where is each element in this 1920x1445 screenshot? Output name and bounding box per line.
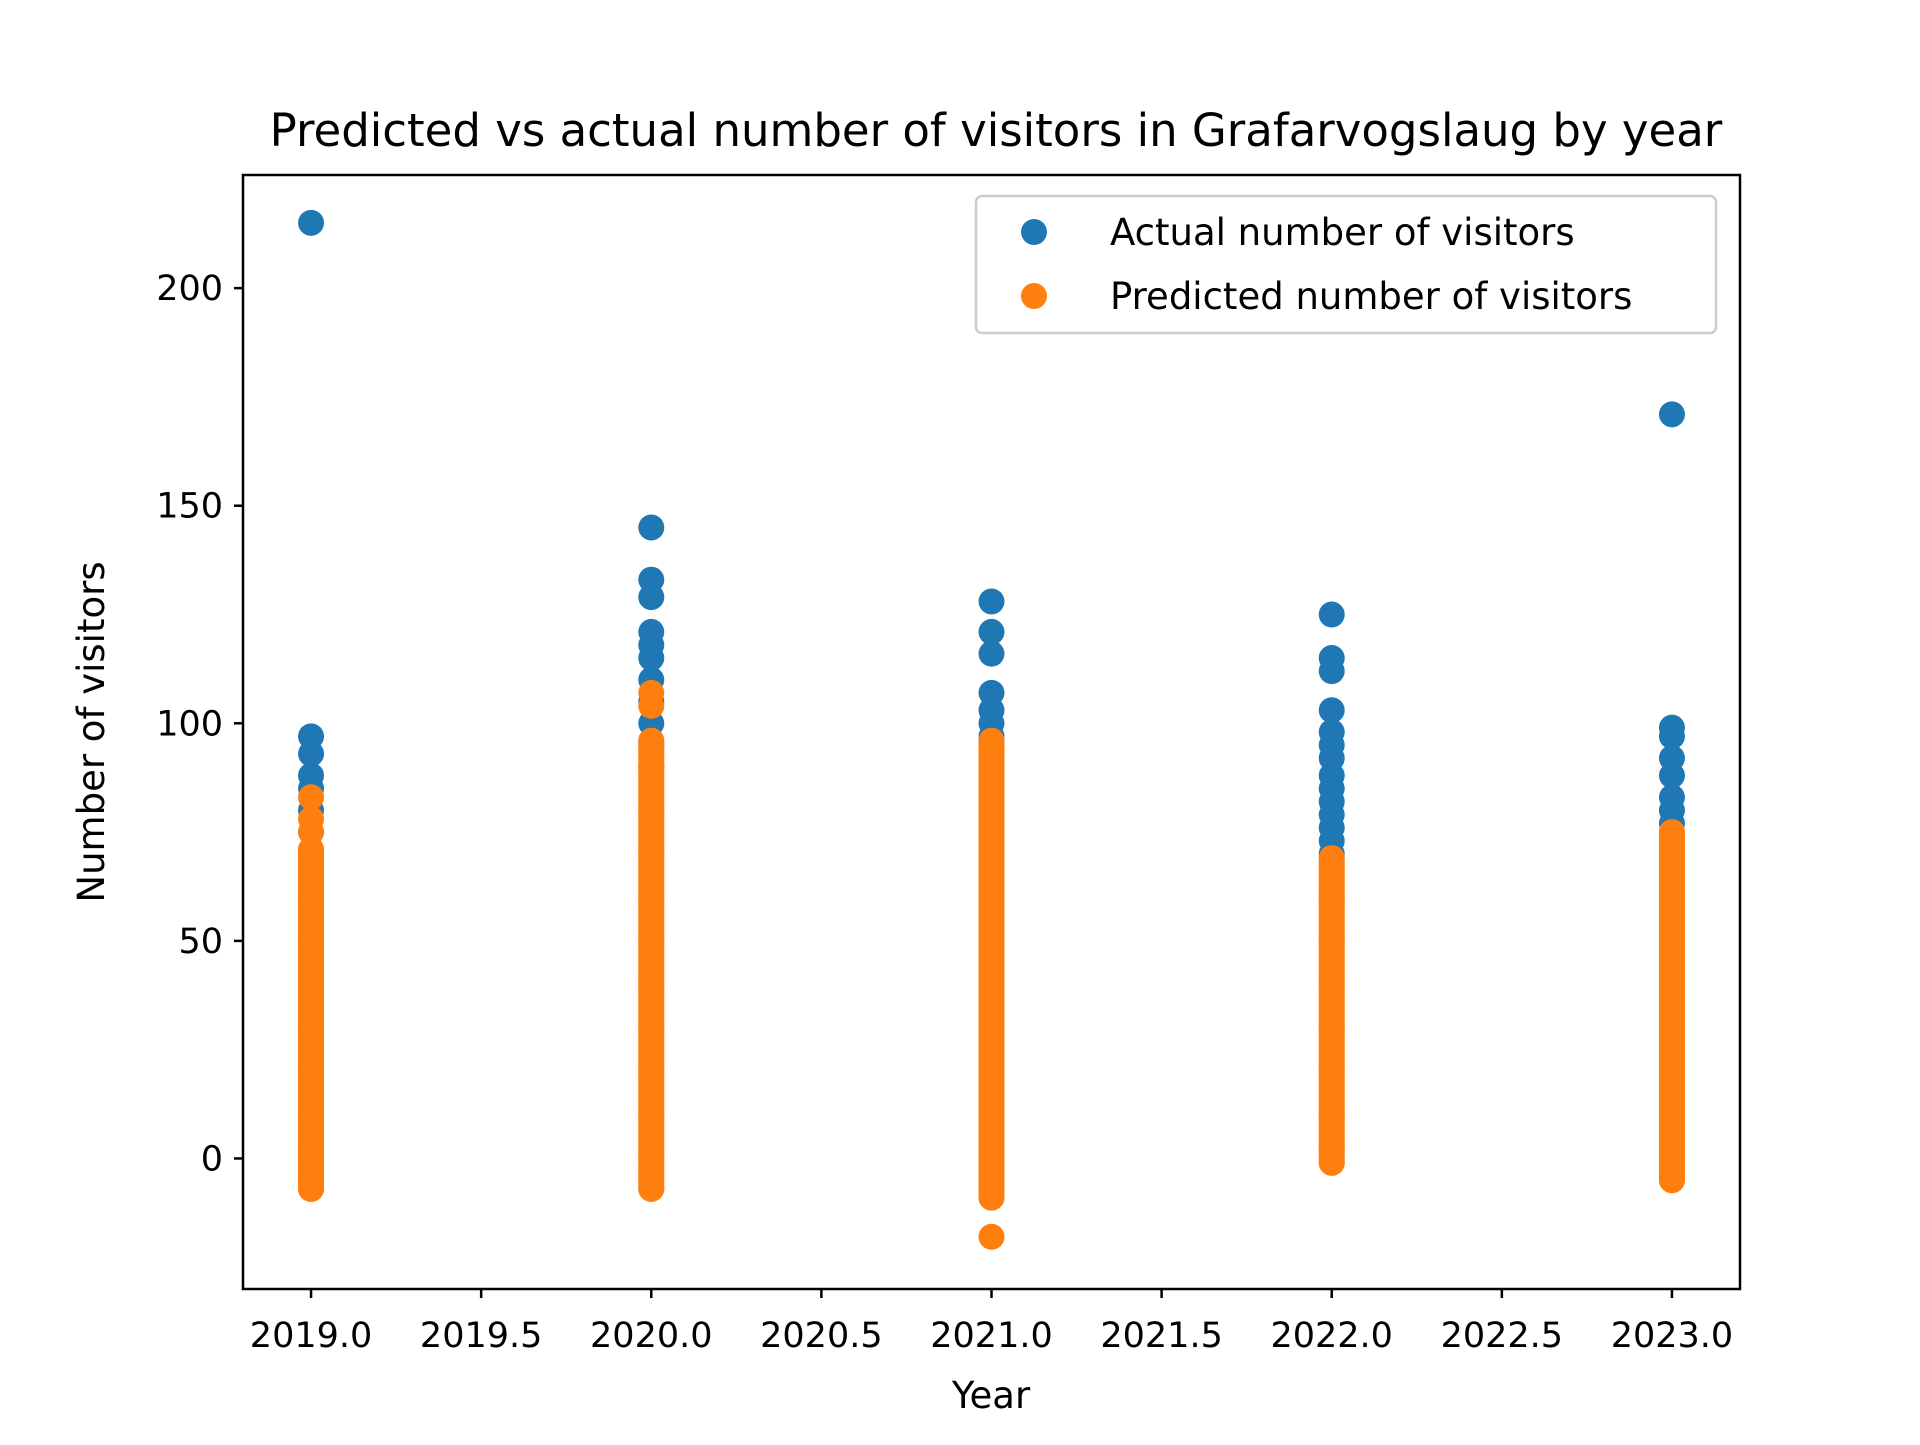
predicted-point <box>1318 971 1345 998</box>
predicted-point <box>1318 845 1345 872</box>
predicted-point <box>638 692 665 719</box>
predicted-point <box>978 1014 1005 1041</box>
predicted-point <box>298 884 325 911</box>
predicted-point <box>1658 1058 1685 1085</box>
y-tick-label: 200 <box>156 269 223 309</box>
x-axis-label: Year <box>951 1374 1031 1417</box>
x-tick-label: 2019.0 <box>250 1316 372 1356</box>
x-axis: 2019.0 2019.5 2020.0 2020.5 2021.0 2021.5 2022… <box>250 1289 1733 1356</box>
actual-point <box>978 588 1005 615</box>
chart-title: Predicted vs actual number of visitors i… <box>270 104 1723 157</box>
predicted-point <box>978 727 1005 754</box>
legend-marker-actual <box>1021 219 1047 245</box>
predicted-point <box>298 1058 325 1085</box>
predicted-point <box>978 971 1005 998</box>
predicted-point <box>978 1058 1005 1085</box>
predicted-point <box>638 1101 665 1128</box>
predicted-point <box>1658 1101 1685 1128</box>
actual-point <box>978 618 1005 645</box>
y-axis-label: Number of visitors <box>70 561 113 902</box>
y-axis: 0 50 100 150 200 <box>156 269 243 1179</box>
x-tick-label: 2020.5 <box>760 1316 882 1356</box>
actual-point <box>1318 697 1345 724</box>
actual-point <box>1658 401 1685 428</box>
predicted-point <box>298 1145 325 1172</box>
predicted-point <box>298 836 325 863</box>
predicted-point <box>298 1101 325 1128</box>
actual-point <box>1318 658 1345 685</box>
predicted-point <box>1658 971 1685 998</box>
y-tick-label: 0 <box>201 1139 223 1179</box>
x-tick-label: 2023.0 <box>1611 1316 1733 1356</box>
predicted-point <box>1658 884 1685 911</box>
actual-point <box>978 640 1005 667</box>
predicted-point <box>978 1101 1005 1128</box>
predicted-point <box>978 753 1005 780</box>
x-tick-label: 2019.5 <box>420 1316 542 1356</box>
x-tick-label: 2021.0 <box>930 1316 1052 1356</box>
predicted-point <box>1318 1014 1345 1041</box>
predicted-point <box>1318 927 1345 954</box>
actual-point <box>638 645 665 672</box>
legend-label-predicted: Predicted number of visitors <box>1110 275 1632 318</box>
predicted-point <box>638 1014 665 1041</box>
predicted-band <box>1318 845 1345 1176</box>
predicted-point <box>638 753 665 780</box>
predicted-point <box>638 797 665 824</box>
predicted-point <box>978 884 1005 911</box>
y-tick-label: 150 <box>156 487 223 527</box>
predicted-point <box>298 927 325 954</box>
predicted-point <box>638 971 665 998</box>
actual-point <box>1318 601 1345 628</box>
predicted-point <box>1658 1014 1685 1041</box>
predicted-point <box>1318 884 1345 911</box>
actual-point <box>638 584 665 611</box>
x-tick-label: 2021.5 <box>1100 1316 1222 1356</box>
predicted-point <box>1658 819 1685 846</box>
predicted-point <box>1658 1167 1685 1194</box>
y-tick-label: 50 <box>178 922 223 962</box>
predicted-band <box>1658 819 1685 1194</box>
predicted-point <box>638 1058 665 1085</box>
predicted-point <box>638 1175 665 1202</box>
actual-point <box>298 740 325 767</box>
predicted-point <box>978 1184 1005 1211</box>
actual-point <box>1658 762 1685 789</box>
actual-point <box>638 514 665 541</box>
actual-point <box>1658 723 1685 750</box>
predicted-point <box>638 927 665 954</box>
predicted-point <box>978 840 1005 867</box>
predicted-point <box>1318 1149 1345 1176</box>
predicted-point <box>298 784 325 811</box>
plot-area <box>298 209 1685 1250</box>
predicted-point <box>638 884 665 911</box>
predicted-point <box>978 797 1005 824</box>
x-tick-label: 2022.0 <box>1270 1316 1392 1356</box>
legend-frame <box>974 194 1718 335</box>
predicted-point <box>978 1223 1005 1250</box>
predicted-point <box>1658 927 1685 954</box>
predicted-point <box>298 1014 325 1041</box>
actual-point <box>298 209 325 236</box>
x-tick-label: 2020.0 <box>590 1316 712 1356</box>
predicted-point <box>298 971 325 998</box>
legend-label-actual: Actual number of visitors <box>1110 211 1575 254</box>
predicted-point <box>298 1175 325 1202</box>
legend-marker-predicted <box>1021 283 1047 309</box>
predicted-point <box>1658 1145 1685 1172</box>
predicted-point <box>978 1145 1005 1172</box>
predicted-point <box>978 927 1005 954</box>
series-predicted <box>298 679 1685 1250</box>
predicted-point <box>1318 1058 1345 1085</box>
predicted-point <box>638 727 665 754</box>
predicted-point <box>1318 1101 1345 1128</box>
legend: Actual number of visitors Predicted numb… <box>974 194 1718 335</box>
predicted-point <box>1658 840 1685 867</box>
x-tick-label: 2022.5 <box>1441 1316 1563 1356</box>
y-tick-label: 100 <box>156 704 223 744</box>
predicted-point <box>638 840 665 867</box>
